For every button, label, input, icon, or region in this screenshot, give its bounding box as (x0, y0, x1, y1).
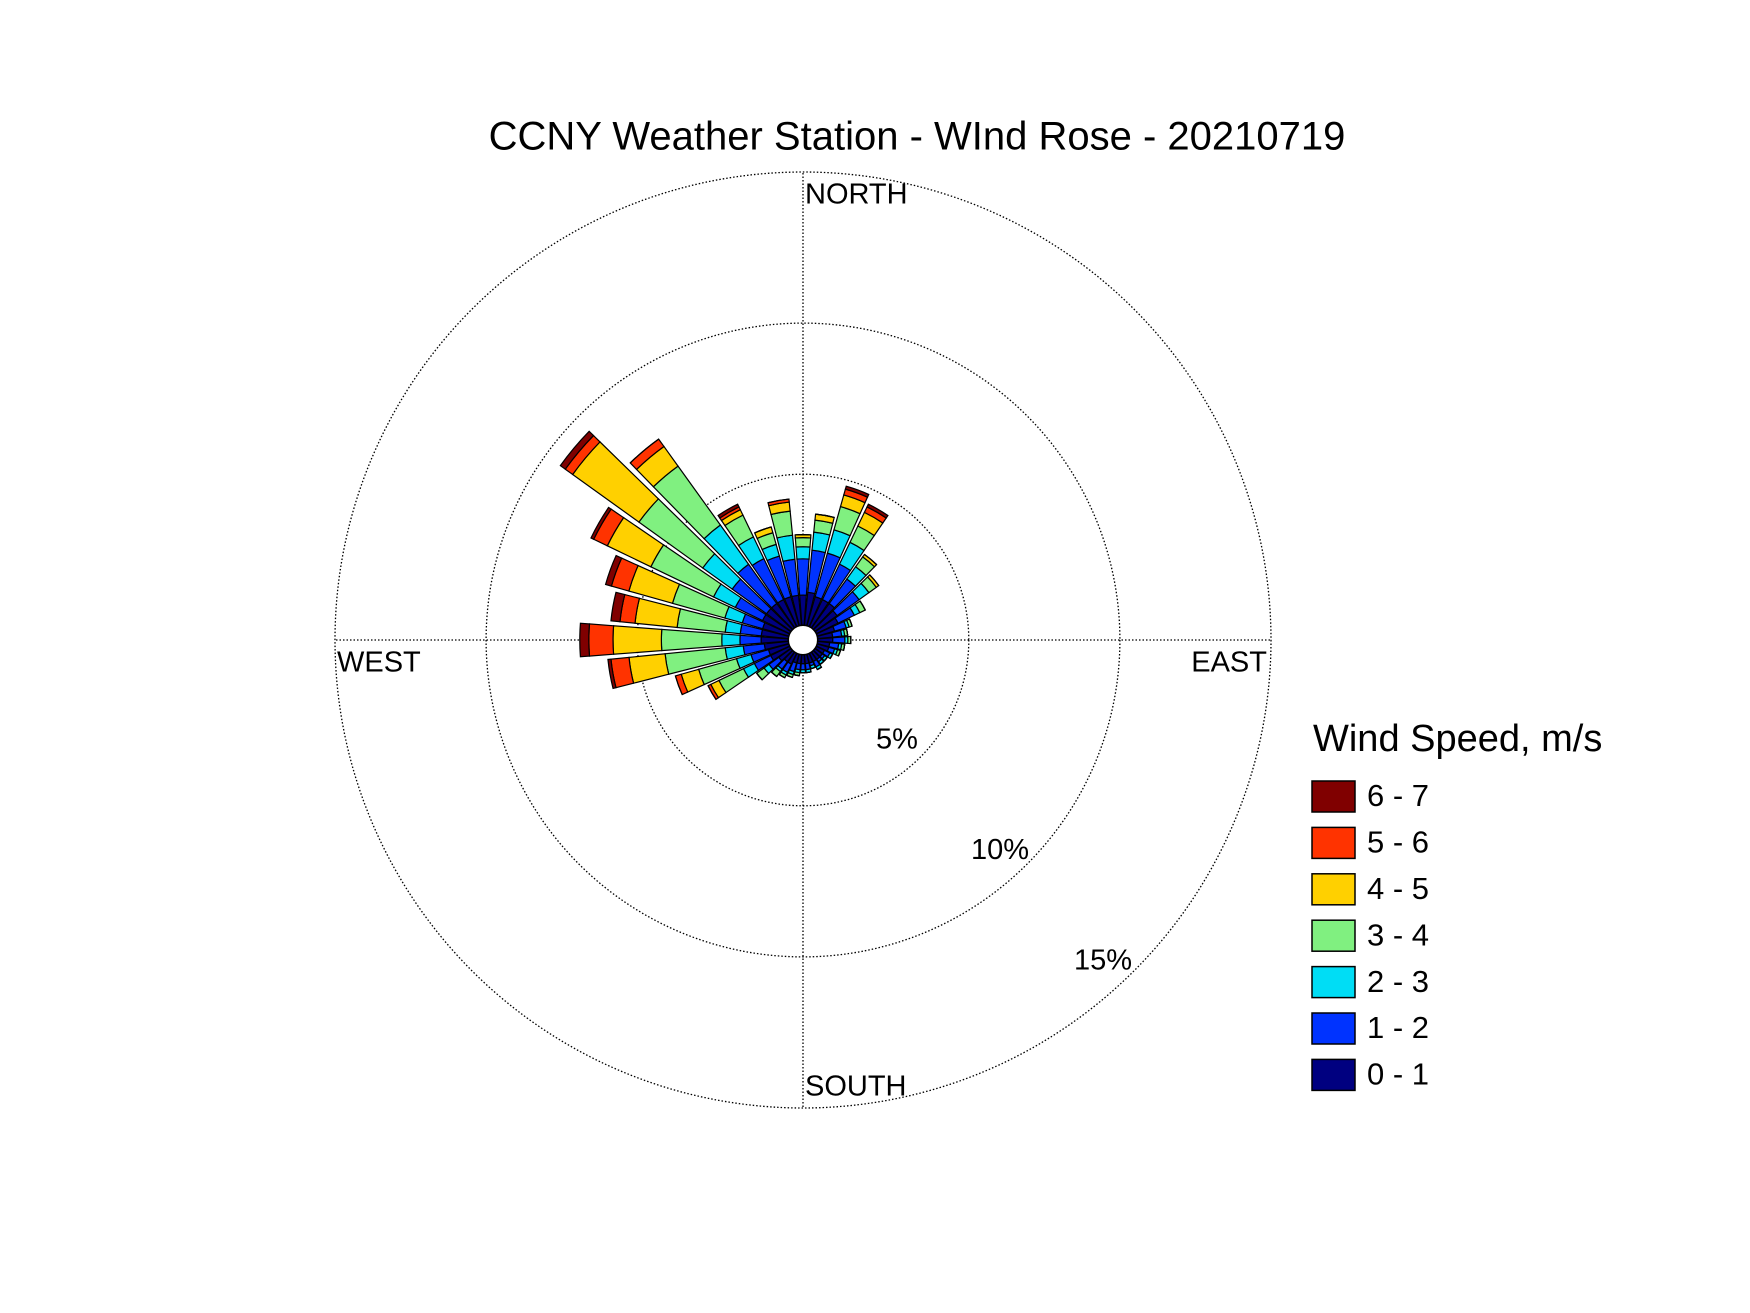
wind-segment (800, 663, 806, 671)
compass-label: NORTH (805, 179, 908, 211)
wind-segment (816, 666, 822, 671)
wind-segment (717, 503, 740, 519)
legend-swatch (1311, 1058, 1356, 1092)
wind-segment (844, 485, 870, 498)
wind-segment (848, 618, 853, 627)
legend-swatch (1311, 780, 1356, 813)
wind-segment (559, 430, 595, 471)
legend-label: 4 - 5 (1367, 871, 1429, 906)
wind-segment (796, 558, 810, 596)
wind-segment (794, 537, 812, 548)
grid-circle (334, 171, 1272, 1109)
wind-segment (739, 634, 762, 646)
legend-label: 2 - 3 (1367, 964, 1429, 999)
legend-title: Wind Speed, m/s (1313, 718, 1602, 760)
legend-swatch (1311, 826, 1356, 860)
wind-segment (590, 506, 612, 541)
legend-label: 6 - 7 (1367, 778, 1429, 813)
wind-segment (721, 633, 741, 647)
grid-circle (485, 322, 1121, 958)
legend-swatch (1311, 873, 1356, 906)
wind-segment (756, 672, 763, 681)
wind-segment (786, 674, 793, 679)
chart-title: CCNY Weather Station - WInd Rose - 20210… (489, 115, 1346, 159)
legend-swatch (1311, 919, 1356, 952)
compass-label: SOUTH (805, 1071, 907, 1103)
wind-segment (832, 636, 846, 644)
r-tick-label: 15% (1074, 944, 1132, 976)
wind-segment (629, 438, 659, 464)
wind-segment (607, 658, 617, 690)
wind-segment (612, 625, 663, 655)
wind-segment (579, 622, 591, 658)
legend-label: 5 - 6 (1367, 825, 1429, 860)
legend-swatch (1311, 1012, 1356, 1045)
wind-segment (604, 554, 623, 587)
center-hole (787, 624, 819, 656)
wind-segment (866, 503, 889, 519)
wind-segment (837, 650, 842, 657)
compass-label: WEST (337, 647, 421, 679)
wind-segment (806, 671, 812, 674)
wind-segment (795, 546, 811, 560)
wind-segment (610, 591, 626, 623)
r-tick-label: 5% (876, 723, 918, 755)
wind-segment (588, 623, 615, 657)
r-tick-label: 10% (971, 834, 1029, 866)
legend-label: 3 - 4 (1367, 917, 1429, 952)
legend-label: 1 - 2 (1367, 1010, 1429, 1045)
legend-label: 0 - 1 (1367, 1057, 1429, 1092)
legend-swatch (1311, 965, 1356, 999)
compass-label: EAST (1191, 647, 1267, 679)
wind-segment (810, 666, 816, 670)
